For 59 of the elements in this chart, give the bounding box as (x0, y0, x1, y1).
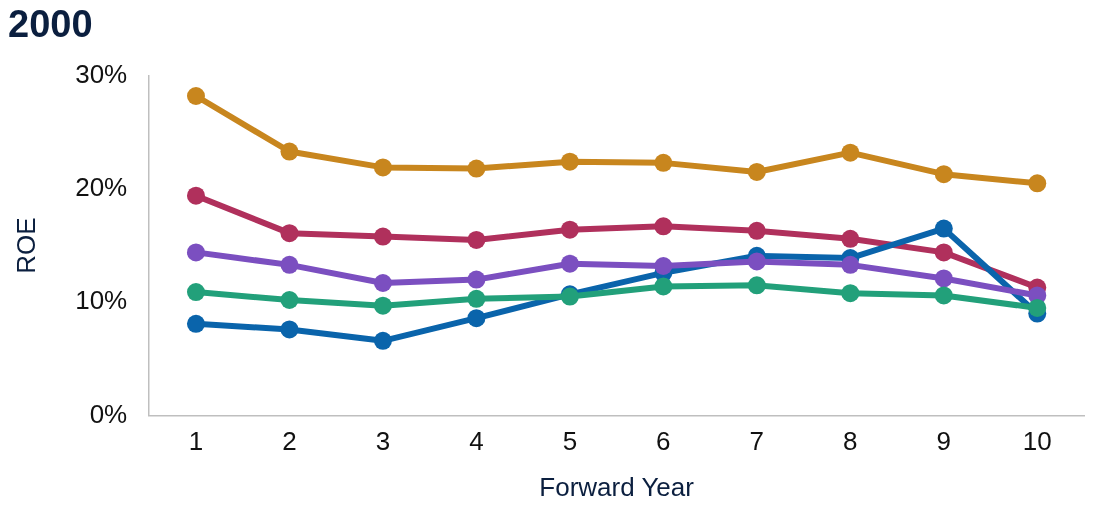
x-tick-label: 4 (469, 426, 484, 457)
point (654, 153, 673, 172)
point (654, 217, 673, 236)
point (654, 277, 673, 296)
x-axis-title: Forward Year (539, 471, 695, 502)
x-tick-label: 6 (656, 426, 671, 457)
point (560, 152, 579, 171)
x-tick-label: 7 (749, 426, 765, 457)
point (747, 221, 766, 240)
point (186, 87, 205, 105)
chart-title: 2000 (8, 3, 93, 46)
point (280, 255, 299, 274)
x-tick-label: 8 (843, 426, 858, 457)
y-tick-label: 10% (75, 285, 128, 316)
point (373, 296, 392, 315)
point (934, 243, 953, 262)
point (1028, 298, 1047, 317)
point (560, 254, 579, 273)
x-tick-label: 5 (562, 426, 578, 457)
point (934, 286, 953, 305)
point (841, 229, 860, 248)
point (747, 162, 766, 181)
point (186, 243, 205, 262)
point (841, 284, 860, 303)
point (280, 291, 299, 309)
point (467, 159, 486, 178)
x-tick-label: 2 (282, 426, 297, 457)
point (373, 227, 392, 246)
x-tick-label: 1 (188, 426, 204, 457)
point (373, 158, 392, 177)
point (280, 320, 299, 339)
point (280, 224, 299, 243)
x-tick-label: 9 (936, 426, 952, 457)
point (654, 257, 673, 275)
point (186, 283, 205, 302)
y-tick-label: 30% (75, 58, 128, 89)
point (747, 252, 766, 271)
point (186, 186, 205, 205)
point (841, 255, 860, 274)
point (373, 274, 392, 292)
point (467, 270, 486, 289)
y-tick-label: 0% (89, 398, 128, 429)
point (280, 142, 299, 161)
point (934, 219, 953, 238)
point (467, 230, 486, 249)
point (560, 220, 579, 239)
point (467, 309, 486, 328)
point (467, 289, 486, 308)
point (934, 165, 953, 184)
y-tick-label: 20% (75, 172, 128, 203)
point (841, 143, 860, 162)
y-axis-title: ROE (10, 217, 41, 274)
point (186, 314, 205, 333)
point (373, 331, 392, 350)
point (1028, 174, 1047, 193)
x-tick-label: 3 (375, 426, 391, 457)
x-tick-label: 10 (1022, 426, 1052, 457)
point (934, 269, 953, 288)
point (747, 276, 766, 295)
